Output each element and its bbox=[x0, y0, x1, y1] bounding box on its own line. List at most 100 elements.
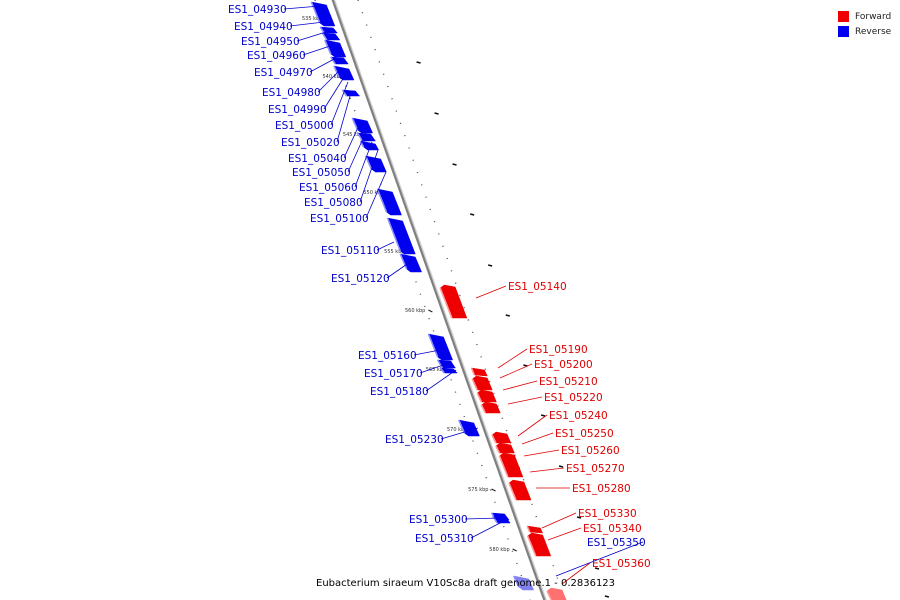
track-dash bbox=[594, 567, 600, 570]
gene-block-highlight bbox=[476, 392, 483, 403]
gene-label-es1_05250[interactable]: ES1_05250 bbox=[555, 428, 614, 440]
scale-tick-label: 555 kbp bbox=[384, 249, 404, 255]
gene-block-highlight bbox=[439, 287, 453, 319]
legend-reverse: Reverse bbox=[838, 24, 891, 39]
gene-label-es1_04940[interactable]: ES1_04940 bbox=[234, 21, 293, 33]
leader-line bbox=[507, 396, 543, 405]
gene-block-es1_05080[interactable] bbox=[376, 188, 402, 216]
gene-label-es1_05300[interactable]: ES1_05300 bbox=[409, 514, 468, 526]
scale-tick-label: 580 kbp bbox=[489, 547, 509, 553]
leader-line bbox=[499, 363, 533, 379]
gene-label-es1_04950[interactable]: ES1_04950 bbox=[241, 36, 300, 48]
scale-tick bbox=[491, 488, 496, 492]
gene-label-es1_05220[interactable]: ES1_05220 bbox=[544, 392, 603, 404]
gene-block-highlight bbox=[470, 367, 476, 376]
gene-label-es1_05270[interactable]: ES1_05270 bbox=[566, 463, 625, 475]
leader-line bbox=[521, 432, 554, 445]
gene-label-es1_05260[interactable]: ES1_05260 bbox=[561, 445, 620, 457]
gene-block-highlight bbox=[526, 525, 531, 533]
gene-label-es1_05230[interactable]: ES1_05230 bbox=[385, 434, 444, 446]
leader-line bbox=[317, 67, 343, 93]
leader-line bbox=[440, 427, 479, 440]
leader-line bbox=[502, 380, 538, 391]
legend: Forward Reverse bbox=[838, 9, 891, 39]
leader-line bbox=[475, 285, 507, 299]
scale-tick bbox=[428, 309, 433, 313]
track-dash bbox=[558, 465, 564, 468]
gene-block-es1_05200[interactable] bbox=[471, 375, 493, 391]
gene-block-highlight bbox=[436, 359, 444, 369]
genome-axis bbox=[331, 0, 547, 600]
gene-label-es1_05060[interactable]: ES1_05060 bbox=[299, 182, 358, 194]
gene-label-es1_05240[interactable]: ES1_05240 bbox=[549, 410, 608, 422]
track-dash bbox=[523, 364, 528, 367]
gene-label-es1_04960[interactable]: ES1_04960 bbox=[247, 50, 306, 62]
gene-label-es1_05180[interactable]: ES1_05180 bbox=[370, 386, 429, 398]
reverse-swatch bbox=[838, 26, 849, 37]
leader-line bbox=[517, 414, 548, 437]
legend-reverse-label: Reverse bbox=[855, 26, 892, 37]
dotted-guide-line bbox=[314, 0, 531, 600]
track-dash bbox=[434, 112, 439, 115]
gene-label-es1_05160[interactable]: ES1_05160 bbox=[358, 350, 417, 362]
gene-label-es1_05200[interactable]: ES1_05200 bbox=[534, 359, 593, 371]
leader-line bbox=[425, 369, 457, 392]
scale-tick-label: 535 kbp bbox=[302, 16, 322, 22]
gene-label-es1_05110[interactable]: ES1_05110 bbox=[321, 245, 380, 257]
scale-tick bbox=[512, 548, 517, 552]
track-dash bbox=[604, 595, 610, 598]
gene-block-es1_05160[interactable] bbox=[428, 333, 454, 361]
gene-label-es1_05210[interactable]: ES1_05210 bbox=[539, 376, 598, 388]
gene-label-es1_04980[interactable]: ES1_04980 bbox=[262, 87, 321, 99]
gene-label-es1_05170[interactable]: ES1_05170 bbox=[364, 368, 423, 380]
axis-line bbox=[331, 0, 546, 600]
gene-block-highlight bbox=[376, 188, 388, 213]
gene-label-es1_05310[interactable]: ES1_05310 bbox=[415, 533, 474, 545]
leader-line bbox=[289, 21, 325, 27]
track-dash bbox=[469, 213, 475, 216]
leader-line bbox=[386, 261, 411, 279]
track-dash bbox=[452, 163, 457, 166]
forward-swatch bbox=[838, 11, 849, 22]
gene-label-es1_05340[interactable]: ES1_05340 bbox=[583, 523, 642, 535]
gene-label-es1_05140[interactable]: ES1_05140 bbox=[508, 281, 567, 293]
gene-block-highlight bbox=[386, 217, 402, 252]
gene-label-es1_05280[interactable]: ES1_05280 bbox=[572, 483, 631, 495]
gene-block-highlight bbox=[471, 378, 478, 391]
leader-line bbox=[336, 95, 351, 143]
track-dash bbox=[505, 314, 510, 317]
leader-line bbox=[464, 517, 501, 520]
leader-line bbox=[343, 122, 361, 159]
gene-label-es1_04930[interactable]: ES1_04930 bbox=[228, 4, 287, 16]
leader-line bbox=[547, 527, 582, 541]
leader-line bbox=[347, 131, 367, 173]
gene-label-es1_04990[interactable]: ES1_04990 bbox=[268, 104, 327, 116]
gene-block-highlight bbox=[513, 575, 520, 588]
gene-label-es1_05040[interactable]: ES1_05040 bbox=[288, 153, 347, 165]
gene-label-es1_05020[interactable]: ES1_05020 bbox=[281, 137, 340, 149]
gene-label-es1_05000[interactable]: ES1_05000 bbox=[275, 120, 334, 132]
gene-block-highlight bbox=[439, 367, 445, 374]
gene-label-es1_05050[interactable]: ES1_05050 bbox=[292, 167, 351, 179]
gene-label-es1_05190[interactable]: ES1_05190 bbox=[529, 344, 588, 356]
gene-label-es1_05080[interactable]: ES1_05080 bbox=[304, 197, 363, 209]
gene-label-es1_05360[interactable]: ES1_05360 bbox=[592, 558, 651, 570]
gene-label-es1_05330[interactable]: ES1_05330 bbox=[578, 508, 637, 520]
gene-label-es1_05120[interactable]: ES1_05120 bbox=[331, 273, 390, 285]
gene-block-highlight bbox=[341, 89, 348, 97]
gene-block-highlight bbox=[356, 132, 364, 142]
scale-tick-label: 565 kbp bbox=[426, 367, 446, 373]
leader-line bbox=[354, 141, 373, 188]
gene-block-highlight bbox=[333, 65, 340, 78]
track-dash bbox=[576, 516, 582, 519]
gene-block-highlight bbox=[399, 253, 408, 270]
gene-label-es1_05100[interactable]: ES1_05100 bbox=[310, 213, 369, 225]
gene-label-es1_05350[interactable]: ES1_05350 bbox=[587, 537, 646, 549]
legend-forward: Forward bbox=[838, 9, 891, 24]
scale-tick-label: 575 kbp bbox=[468, 487, 488, 493]
gene-labels: ES1_04930 ES1_04940 ES1_04950 ES1_04960 ES1_… bbox=[228, 4, 651, 570]
gene-block-highlight bbox=[351, 117, 359, 131]
gene-label-es1_04970[interactable]: ES1_04970 bbox=[254, 67, 313, 79]
gene-block-highlight bbox=[498, 455, 509, 478]
